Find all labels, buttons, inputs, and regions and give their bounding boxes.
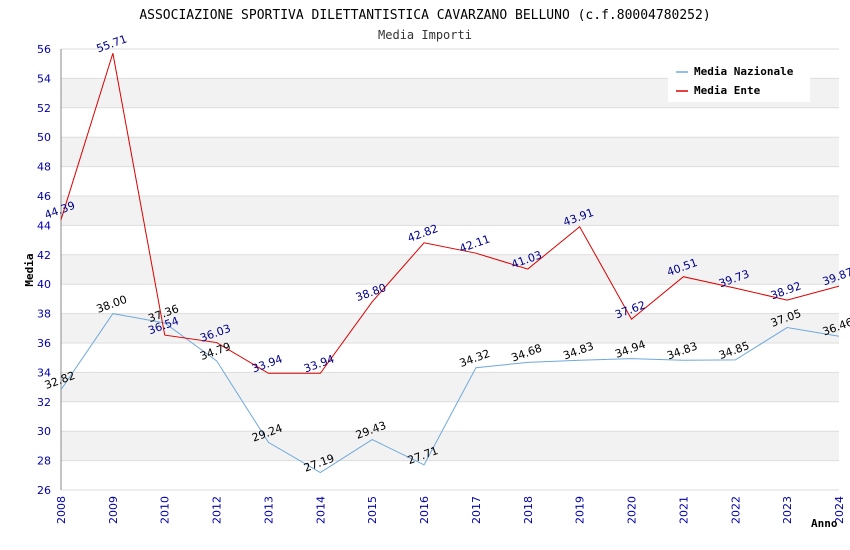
x-tick-label: 2024 [833,496,846,524]
legend-box [668,58,810,102]
y-tick-label: 38 [37,308,51,321]
y-tick-label: 34 [37,366,51,379]
legend-label-ente: Media Ente [694,84,761,97]
y-tick-label: 54 [37,72,51,85]
x-tick-labels: 2008 2009 2010 2012 2013 2014 2015 2016 2017 2018… [55,496,846,524]
y-tick-label: 42 [37,249,51,262]
y-tick-label: 56 [37,43,51,56]
y-tick-label: 50 [37,131,51,144]
y-tick-label: 36 [37,337,51,350]
background-bands [61,49,839,490]
background-band [61,284,839,314]
x-tick-label: 2018 [522,496,535,524]
x-tick-label: 2009 [107,496,120,524]
x-tick-label: 2012 [211,496,224,524]
y-tick-label: 40 [37,278,51,291]
background-band [61,254,839,285]
legend-label-nazionale: Media Nazionale [694,65,794,78]
legend: Media Nazionale Media Ente [668,58,810,102]
y-tick-labels: 26 28 30 32 34 36 38 40 42 44 46 48 50 52 54 56 [37,43,51,497]
chart-subtitle: Media Importi [378,28,472,42]
x-axis-label: Anno [811,517,838,530]
x-tick-label: 2008 [55,496,68,524]
background-band [61,313,839,343]
gridlines [61,48,839,491]
background-band [61,372,839,402]
y-tick-label: 30 [37,425,51,438]
x-tick-label: 2020 [626,496,639,524]
x-tick-label: 2015 [366,496,379,524]
y-tick-label: 32 [37,396,51,409]
y-tick-label: 28 [37,455,51,468]
background-band [61,431,839,461]
background-band [61,137,839,167]
y-tick-label: 26 [37,484,51,497]
chart-title: ASSOCIAZIONE SPORTIVA DILETTANTISTICA CA… [139,8,710,23]
background-band [61,225,839,255]
x-tick-label: 2019 [574,496,587,524]
background-band [61,107,839,138]
x-tick-label: 2016 [418,496,431,524]
background-band [61,196,839,226]
series-line-nazionale [60,313,840,474]
x-tick-label: 2013 [262,496,275,524]
y-tick-label: 48 [37,161,51,174]
x-tick-label: 2017 [470,496,483,524]
x-tick-label: 2021 [677,496,690,524]
background-band [61,460,839,490]
x-tick-label: 2023 [781,496,794,524]
y-tick-label: 44 [37,219,51,232]
x-tick-label: 2010 [159,496,172,524]
series-line-ente [60,53,840,374]
background-band [61,343,839,373]
y-tick-label: 46 [37,190,51,203]
y-axis-label: Media [23,253,36,286]
x-tick-label: 2014 [314,496,327,524]
series-lines [60,53,840,474]
background-band [61,166,839,196]
y-tick-label: 52 [37,102,51,115]
x-tick-label: 2022 [729,496,742,524]
